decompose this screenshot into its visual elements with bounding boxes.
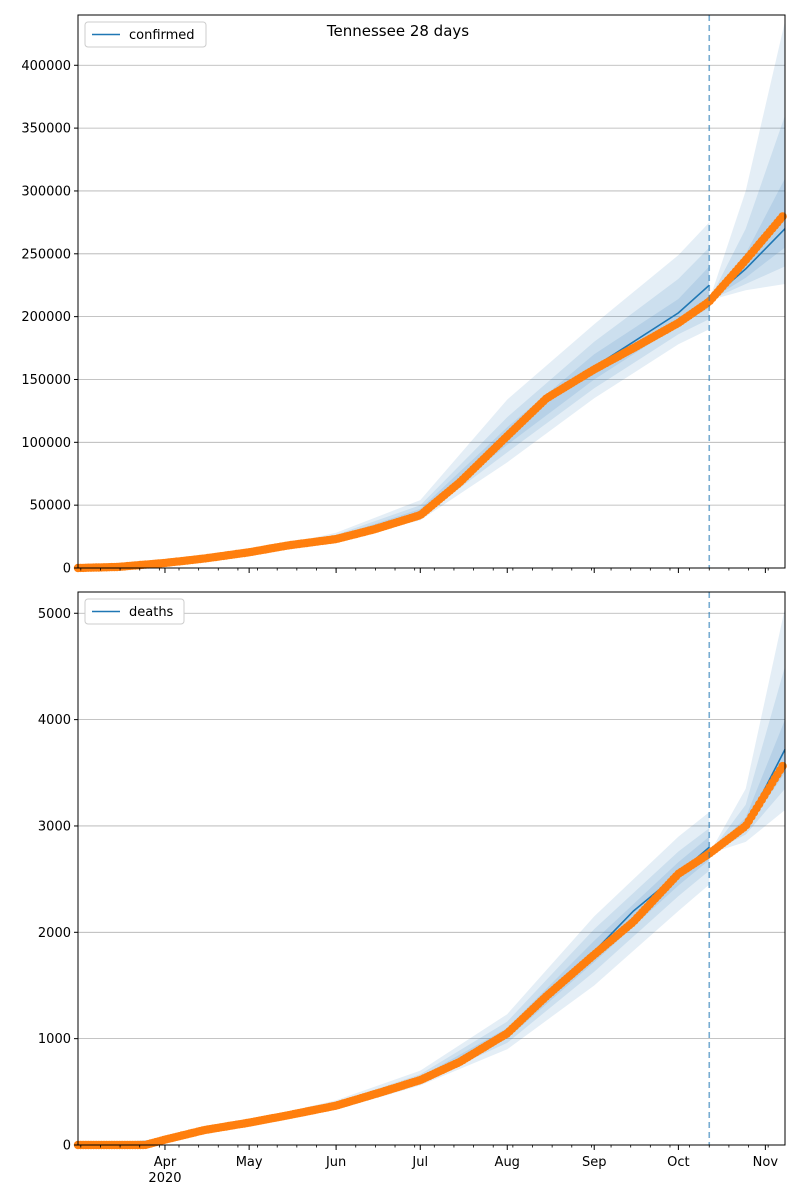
legend-box [84,21,207,48]
y-tick-label: 2000 [38,926,71,941]
y-axis-ticks: 0 50000 100000 150000 200000 250000 300000 3500… [21,59,78,577]
axes-frame [77,591,786,1146]
x-tick-label: Nov [753,1155,779,1170]
y-tick-label: 150000 [21,373,71,388]
panel-confirmed: 0 50000 100000 150000 200000 250000 300000 3500… [21,14,787,577]
y-tick-label: 0 [63,562,71,577]
panel-deaths: 0 1000 2000 3000 4000 5000 Apr May Jun Jul Aug Sep… [38,591,787,1186]
grid-lines [78,64,785,506]
axes-frame [77,14,786,569]
y-tick-label: 1000 [38,1032,71,1047]
y-tick-label: 400000 [21,59,71,74]
y-tick-label: 200000 [21,310,71,325]
y-tick-label: 4000 [38,713,71,728]
x-tick-label: Aug [495,1155,520,1170]
x-year-label: 2020 [148,1171,181,1186]
observed-points [73,761,787,1150]
x-tick-label: Oct [667,1155,689,1170]
model-line [78,846,710,1146]
uncertainty-band [78,828,710,1145]
x-axis-ticks [80,568,769,573]
uncertainty-bands [78,21,785,568]
y-tick-label: 250000 [21,247,71,262]
model-lines [78,749,786,1146]
y-tick-label: 0 [63,1139,71,1154]
uncertainty-band [78,836,710,1145]
y-tick-label: 3000 [38,819,71,834]
y-tick-label: 300000 [21,184,71,199]
x-axis-ticks: Apr May Jun Jul Aug Sep Oct Nov 2020 [80,1145,779,1186]
figure-title: Tennessee 28 days [326,22,469,40]
y-tick-label: 350000 [21,122,71,137]
uncertainty-band [709,666,785,854]
legend-label: confirmed [129,28,195,43]
x-tick-label: Jul [411,1155,428,1170]
legend: deaths [84,598,185,625]
y-tick-label: 50000 [30,499,71,514]
y-axis-ticks: 0 1000 2000 3000 4000 5000 [38,607,78,1154]
legend: confirmed [84,21,207,48]
x-tick-label: Jun [325,1155,346,1170]
y-tick-label: 5000 [38,607,71,622]
observed-point [778,212,787,221]
x-tick-label: Sep [582,1155,607,1170]
legend-label: deaths [129,605,174,620]
uncertainty-band [709,115,785,301]
uncertainty-band [78,812,710,1145]
x-tick-label: Apr [154,1155,177,1170]
observed-point [778,761,787,771]
y-tick-label: 100000 [21,436,71,451]
uncertainty-band [709,178,785,301]
legend-box [84,598,185,625]
uncertainty-band [78,222,710,568]
grid-lines [78,612,785,1040]
x-tick-label: May [236,1155,263,1170]
